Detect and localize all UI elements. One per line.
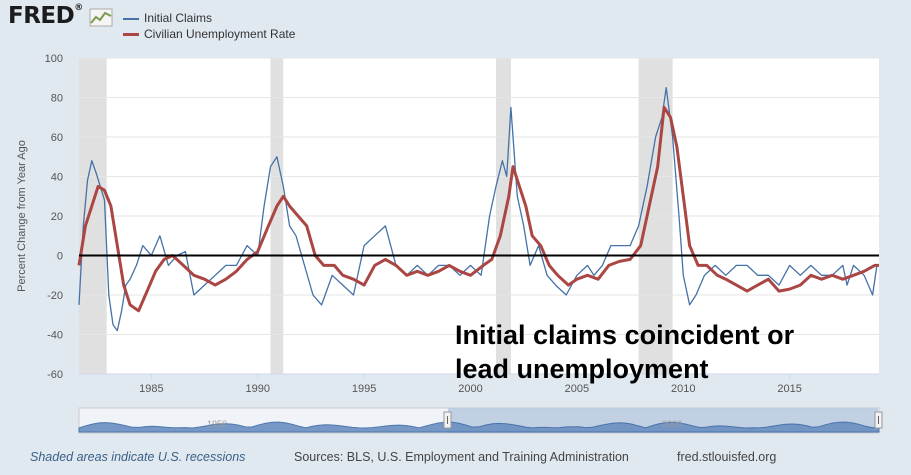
y-tick-label: 0 <box>57 251 63 263</box>
y-tick-label: 100 <box>45 53 63 65</box>
site-link[interactable]: fred.stlouisfed.org <box>677 450 777 464</box>
time-navigator[interactable]: 1950 2000 <box>78 407 883 434</box>
navigator-series-preview <box>78 421 880 433</box>
registered-mark: ® <box>74 3 83 13</box>
fred-logo[interactable]: FRED® <box>8 3 83 29</box>
series-lines <box>77 86 879 332</box>
y-tick-label: 40 <box>51 172 63 184</box>
fred-graph-icon <box>89 8 113 27</box>
x-tick-label: 1995 <box>352 383 376 395</box>
legend-swatch-unemployment <box>123 33 139 37</box>
y-tick-label: 20 <box>51 211 63 223</box>
legend-item-initial-claims[interactable]: Initial Claims <box>123 11 212 25</box>
series-line-initial-claims <box>78 86 878 332</box>
legend-label-claims: Initial Claims <box>144 11 213 25</box>
y-tick-label: -40 <box>47 330 63 342</box>
y-axis-ticks: 100 80 60 40 20 0 -20 -40 -60 <box>45 53 63 381</box>
fred-logo-text: FRED <box>8 3 75 29</box>
x-tick-label: 2010 <box>671 383 695 395</box>
recession-note: Shaded areas indicate U.S. recessions <box>30 450 246 464</box>
navigator-label-1950: 1950 <box>207 419 227 429</box>
x-tick-label: 2015 <box>777 383 801 395</box>
sources-text: Sources: BLS, U.S. Employment and Traini… <box>294 450 629 464</box>
navigator-label-2000: 2000 <box>662 419 682 429</box>
x-axis-ticks: 1985 1990 1995 2000 2005 2010 2015 <box>79 373 879 395</box>
x-tick-label: 2005 <box>565 383 589 395</box>
chart-annotation: Initial claims coincident or lead unempl… <box>455 320 795 384</box>
y-tick-label: 80 <box>51 93 63 105</box>
y-tick-label: -60 <box>47 369 63 381</box>
x-tick-label: 1990 <box>245 383 269 395</box>
legend-swatch-claims <box>123 17 139 20</box>
x-tick-label: 2000 <box>458 383 482 395</box>
series-line-unemployment-rate <box>77 105 879 313</box>
x-tick-label: 1985 <box>139 383 163 395</box>
legend-item-unemployment-rate[interactable]: Civilian Unemployment Rate <box>123 27 295 41</box>
y-axis-label: Percent Change from Year Ago <box>16 140 28 292</box>
chart-footer: Shaded areas indicate U.S. recessions So… <box>0 446 911 472</box>
chart-header: FRED® Initial Claims Civilian Unemployme… <box>0 0 911 48</box>
legend-label-unemployment: Civilian Unemployment Rate <box>144 27 296 41</box>
y-tick-label: -20 <box>47 290 63 302</box>
y-tick-label: 60 <box>51 132 63 144</box>
chart-canvas: 100 80 60 40 20 0 -20 -40 -60 1985 1990 1995 2000 20… <box>16 53 883 434</box>
